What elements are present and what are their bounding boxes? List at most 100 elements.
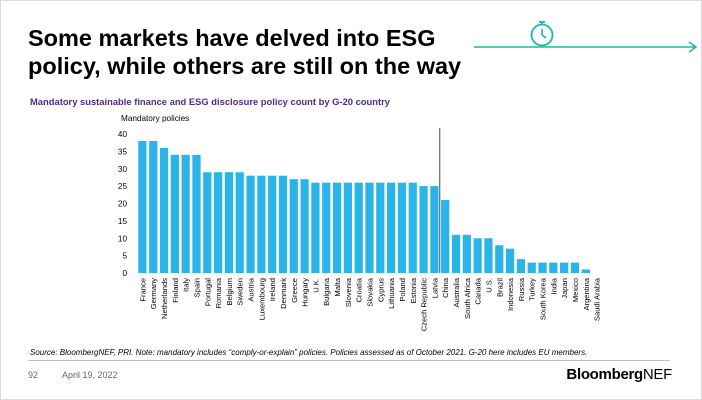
bar — [451, 234, 461, 273]
x-tick-label: Argentina — [582, 277, 591, 310]
bar — [505, 248, 515, 273]
x-tick-label: Netherlands — [160, 278, 169, 319]
y-tick-label: 40 — [118, 130, 128, 139]
x-tick-label: India — [549, 277, 558, 294]
x-tick-label: Japan — [560, 278, 569, 299]
x-tick-label: Germany — [149, 278, 158, 309]
bar — [549, 262, 558, 273]
bar — [235, 172, 244, 273]
y-tick-label: 15 — [118, 217, 128, 226]
x-tick-label: Ireland — [268, 278, 277, 301]
bar — [560, 262, 569, 273]
bar — [397, 182, 407, 273]
x-tick-label: Hungary — [301, 278, 310, 307]
bar — [441, 200, 450, 273]
page-number: 92 — [28, 370, 39, 380]
bar — [495, 245, 504, 273]
x-tick-label: U.K. — [311, 278, 320, 293]
bar — [257, 175, 266, 273]
x-tick-label: Romania — [214, 277, 223, 308]
bar — [354, 182, 363, 273]
x-tick-label: France — [138, 278, 147, 302]
x-tick-label: Indonesia — [506, 277, 515, 311]
bar — [387, 182, 396, 273]
x-tick-label: South Africa — [463, 277, 472, 319]
x-tick-label: Estonia — [409, 277, 418, 303]
bar — [332, 182, 342, 273]
x-tick-label: Latvia — [430, 277, 439, 298]
bar — [570, 262, 580, 273]
y-tick-label: 30 — [118, 165, 128, 174]
y-tick-label: 10 — [118, 234, 128, 243]
bar — [224, 172, 234, 273]
x-tick-label: Canada — [474, 277, 483, 304]
bar — [203, 172, 212, 273]
bar-chart: Mandatory policies 0 5 10 15 20 25 30 35 40 France… — [118, 114, 602, 331]
brand-logo: BloombergNEF — [566, 366, 672, 383]
x-tick-label: Croatia — [355, 277, 364, 302]
y-tick-label: 25 — [118, 182, 128, 191]
bar — [268, 175, 277, 273]
bar — [473, 238, 482, 273]
x-tick-label: Denmark — [279, 278, 288, 309]
y-tick-label: 20 — [118, 200, 128, 209]
bar — [311, 182, 320, 273]
x-tick-label: Finland — [171, 278, 180, 303]
x-tick-label: Sweden — [236, 278, 245, 305]
bar — [322, 182, 331, 273]
bar — [138, 140, 147, 273]
bar — [527, 262, 536, 273]
footer-divider — [28, 360, 670, 361]
x-tick-label: Poland — [398, 278, 407, 302]
header-accent — [474, 21, 698, 53]
x-tick-label: Bulgaria — [322, 277, 331, 306]
bar — [484, 238, 493, 273]
bar — [289, 179, 298, 273]
x-tick-label: South Korea — [539, 277, 548, 320]
x-tick-label: U.S. — [484, 278, 493, 293]
x-tick-label: Cyprus — [376, 278, 385, 302]
title-line-2: policy, while others are still on the wa… — [28, 53, 462, 79]
slide-title: Some markets have delved into ESG policy… — [28, 24, 468, 80]
x-tick-label: Saudi Arabia — [593, 277, 602, 321]
bar — [343, 182, 352, 273]
bar — [538, 262, 547, 273]
source-note: Source: BloombergNEF, PRI. Note: mandato… — [30, 348, 588, 357]
y-axis-label: Mandatory policies — [121, 114, 189, 123]
y-tick-label: 5 — [122, 252, 127, 261]
x-tick-label: Slovakia — [366, 277, 375, 306]
bar — [376, 182, 385, 273]
x-tick-label: Czech Republic — [420, 278, 429, 331]
bar — [430, 186, 439, 274]
x-tick-label: Russia — [517, 277, 526, 301]
chart-title: Mandatory sustainable finance and ESG di… — [30, 96, 390, 107]
title-line-1: Some markets have delved into ESG — [28, 25, 436, 51]
bar — [246, 175, 255, 273]
bar — [462, 234, 471, 273]
x-tick-label: Mexico — [571, 278, 580, 302]
bar — [149, 140, 158, 273]
bar — [581, 269, 590, 273]
bar — [408, 182, 417, 273]
y-tick-label: 0 — [122, 269, 127, 278]
y-tick-label: 35 — [118, 147, 128, 156]
bar — [419, 186, 428, 274]
x-tick-label: Slovenia — [344, 277, 353, 307]
x-tick-label: Portugal — [203, 278, 212, 307]
x-tick-label: Austria — [247, 277, 256, 301]
slide-date: April 19, 2022 — [62, 370, 118, 380]
x-tick-label: Luxembourg — [257, 278, 266, 320]
bar — [278, 175, 288, 273]
bar — [159, 147, 169, 273]
bar — [516, 259, 526, 273]
bar — [300, 179, 309, 273]
x-tick-label: Italy — [182, 278, 191, 292]
bar — [214, 172, 223, 273]
x-tick-label: China — [441, 277, 450, 298]
bar — [365, 182, 374, 273]
stopwatch-icon — [530, 21, 554, 47]
arrow-head-icon — [688, 41, 698, 53]
x-tick-label: Spain — [192, 278, 201, 297]
x-tick-label: Australia — [452, 277, 461, 307]
x-tick-label: Turkey — [528, 278, 537, 301]
